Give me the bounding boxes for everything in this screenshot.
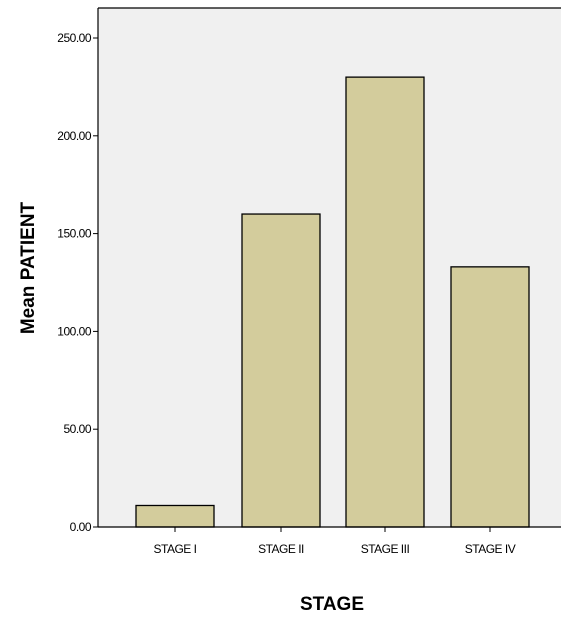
x-tick-label: STAGE IV: [465, 542, 516, 556]
bars-layer: [135, 76, 530, 528]
bar-2: [241, 213, 321, 528]
y-tick-label: 200.00: [57, 129, 92, 143]
x-axis-title: STAGE: [300, 594, 364, 615]
y-ticks: 0.00 50.00 100.00 150.00 200.00 250.00: [57, 31, 98, 534]
bar-1: [135, 504, 215, 528]
y-tick-label: 50.00: [63, 422, 91, 436]
y-tick-label: 100.00: [57, 324, 92, 338]
x-tick-label: STAGE III: [361, 542, 410, 556]
y-tick-label: 250.00: [57, 31, 92, 45]
bar-3: [345, 76, 425, 528]
x-tick-label: STAGE II: [258, 542, 304, 556]
y-tick-label: 150.00: [57, 227, 92, 241]
bar-4: [450, 266, 530, 528]
y-tick-label: 0.00: [70, 520, 92, 534]
x-ticks: STAGE I STAGE II STAGE III STAGE IV: [154, 527, 516, 556]
y-axis-title: Mean PATIENT: [18, 201, 39, 334]
x-tick-label: STAGE I: [154, 542, 197, 556]
